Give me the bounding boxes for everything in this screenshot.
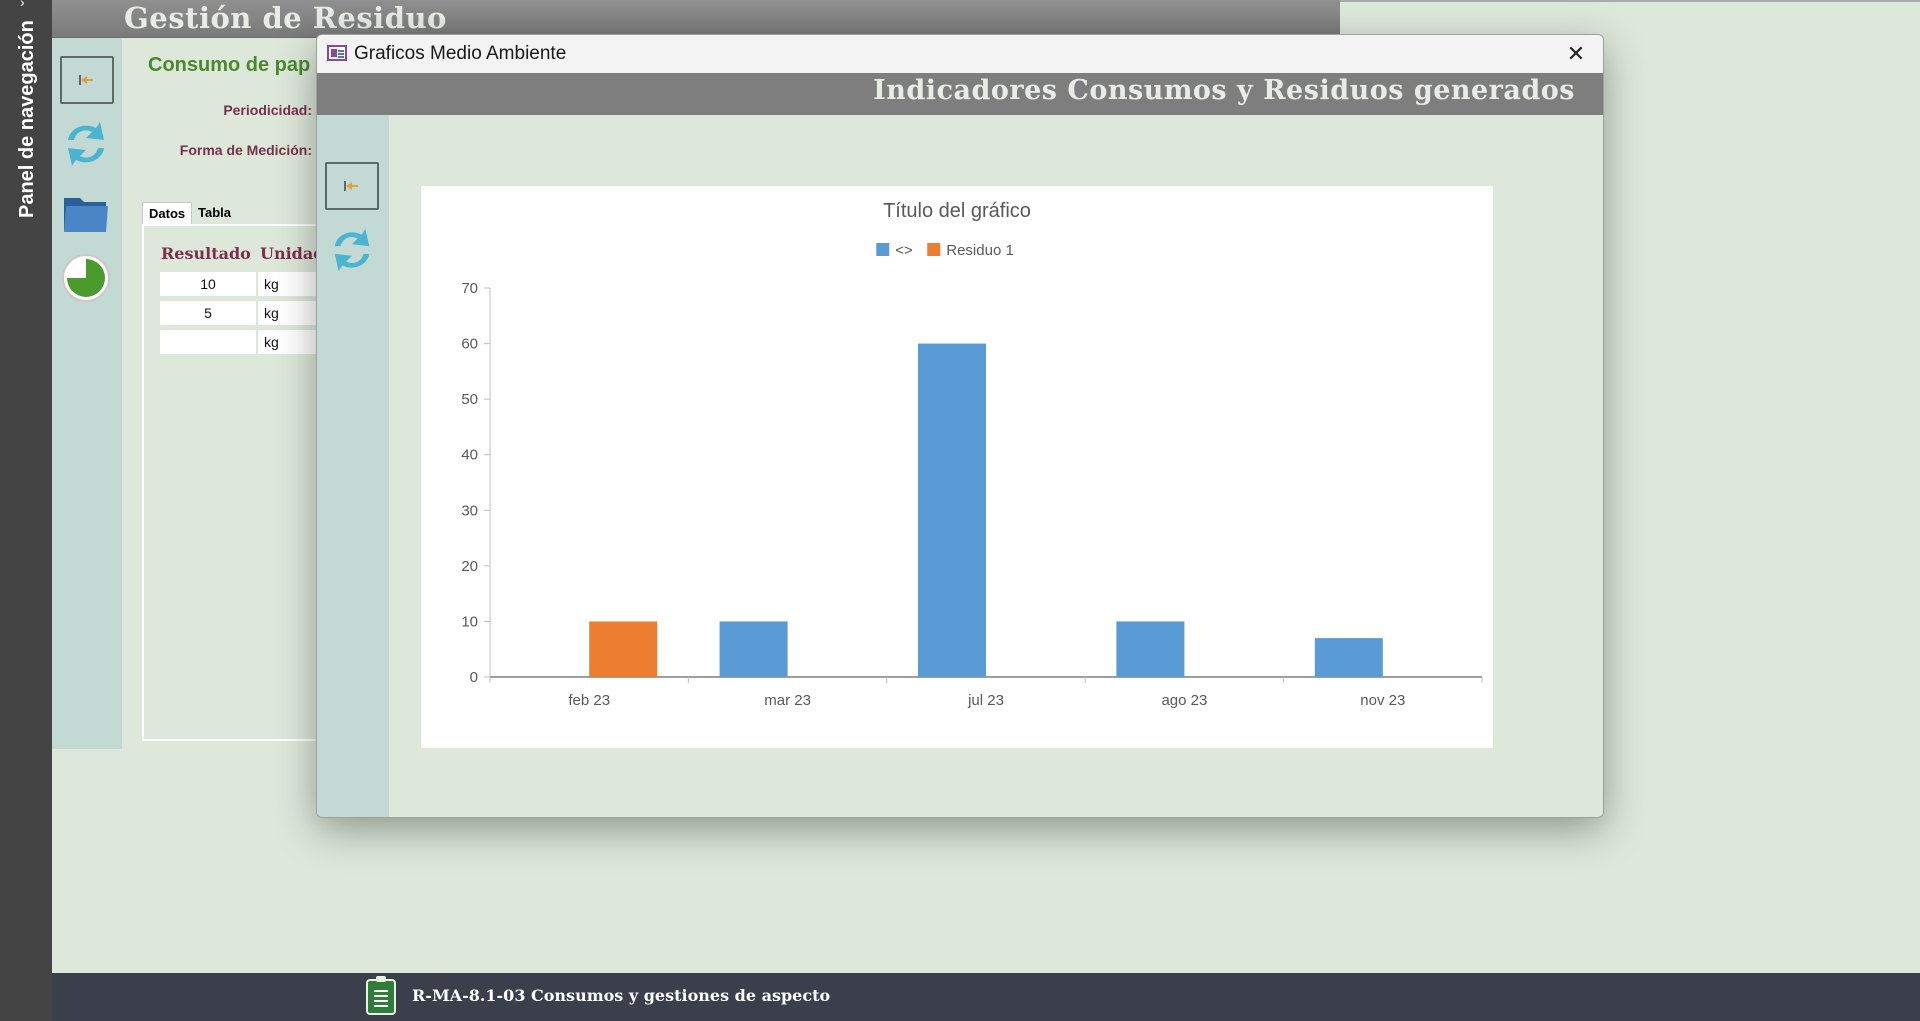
folder-button[interactable] (62, 192, 110, 239)
y-tick-label: 0 (470, 669, 478, 686)
folder-icon (64, 198, 108, 232)
legend-swatch (927, 243, 941, 256)
chart-button[interactable] (60, 252, 112, 309)
chart-bars (589, 343, 1383, 677)
status-bar: R-MA-8.1-03 Consumos y gestiones de aspe… (52, 973, 1920, 1021)
refresh-icon (68, 122, 104, 166)
legend-label: <> (895, 242, 913, 259)
tab-datos[interactable]: Datos (142, 202, 193, 224)
window-title: Graficos Medio Ambiente (354, 43, 567, 64)
chart-legend: <> Residuo 1 (876, 242, 1014, 259)
clipboard-icon (366, 976, 396, 1015)
navigation-pane-label[interactable]: Panel de navegación (16, 20, 38, 218)
form-title: Gestión de Residuo (124, 1, 447, 35)
resultado-cell[interactable] (160, 330, 256, 354)
resultado-cell[interactable]: 5 (160, 301, 256, 325)
y-tick-label: 70 (461, 280, 478, 297)
x-tick-label: nov 23 (1360, 692, 1405, 709)
y-tick-label: 30 (461, 502, 478, 519)
banner-title: Indicadores Consumos y Residuos generado… (873, 75, 1575, 106)
refresh-button[interactable] (62, 118, 110, 175)
bar (1116, 621, 1185, 677)
y-tick-label: 10 (461, 613, 478, 630)
popup-sidebar (317, 115, 389, 817)
tab-tabla[interactable]: Tabla (192, 202, 237, 224)
pie-chart-icon (62, 254, 110, 302)
refresh-button[interactable] (329, 225, 375, 280)
legend-label: Residuo 1 (946, 242, 1014, 259)
exit-arrow-icon (79, 75, 93, 85)
close-button[interactable]: ✕ (1566, 41, 1586, 66)
x-tick-label: mar 23 (764, 692, 811, 709)
x-tick-label: jul 23 (967, 692, 1004, 709)
bar (918, 343, 986, 677)
exit-button[interactable] (60, 56, 114, 104)
refresh-icon (334, 228, 370, 272)
header-divider (1340, 0, 1920, 2)
form-sidebar (52, 38, 122, 749)
exit-arrow-icon (344, 181, 358, 191)
popup-banner: Indicadores Consumos y Residuos generado… (317, 73, 1603, 115)
periodicidad-label: Periodicidad: (223, 102, 312, 118)
legend-swatch (876, 243, 890, 256)
bar (719, 621, 788, 677)
forma-medicion-label: Forma de Medición: (179, 142, 312, 158)
x-tick-label: ago 23 (1161, 692, 1207, 709)
form-icon (327, 45, 347, 61)
column-header-unidad: Unidad (260, 244, 325, 263)
form-subtitle: Consumo de pap (148, 54, 311, 76)
bar-chart: Título del gráfico <> Residuo 1 0 10 20 30 40… (461, 200, 1483, 709)
chart-panel[interactable]: Título del gráfico <> Residuo 1 0 10 20 30 40… (421, 186, 1493, 748)
bar (589, 621, 658, 677)
window-titlebar[interactable]: Graficos Medio Ambiente ✕ (317, 35, 1603, 73)
y-tick-label: 60 (461, 336, 478, 353)
y-tick-label: 40 (461, 447, 478, 464)
nav-expand-chevron-icon[interactable]: › (20, 0, 25, 10)
y-tick-label: 50 (461, 391, 478, 408)
navigation-pane[interactable]: › Panel de navegación (0, 0, 52, 1021)
bar (1314, 638, 1383, 677)
y-tick-label: 20 (461, 558, 478, 575)
status-bar-text: R-MA-8.1-03 Consumos y gestiones de aspe… (412, 986, 831, 1005)
form-header: Gestión de Residuo (52, 0, 1340, 38)
x-tick-label: feb 23 (568, 692, 610, 709)
chart-title: Título del gráfico (883, 200, 1031, 222)
exit-button[interactable] (325, 162, 379, 210)
resultado-cell[interactable]: 10 (160, 272, 256, 296)
column-header-resultado: Resultado (161, 244, 251, 263)
graficos-window: Graficos Medio Ambiente ✕ Indicadores Co… (316, 34, 1604, 818)
